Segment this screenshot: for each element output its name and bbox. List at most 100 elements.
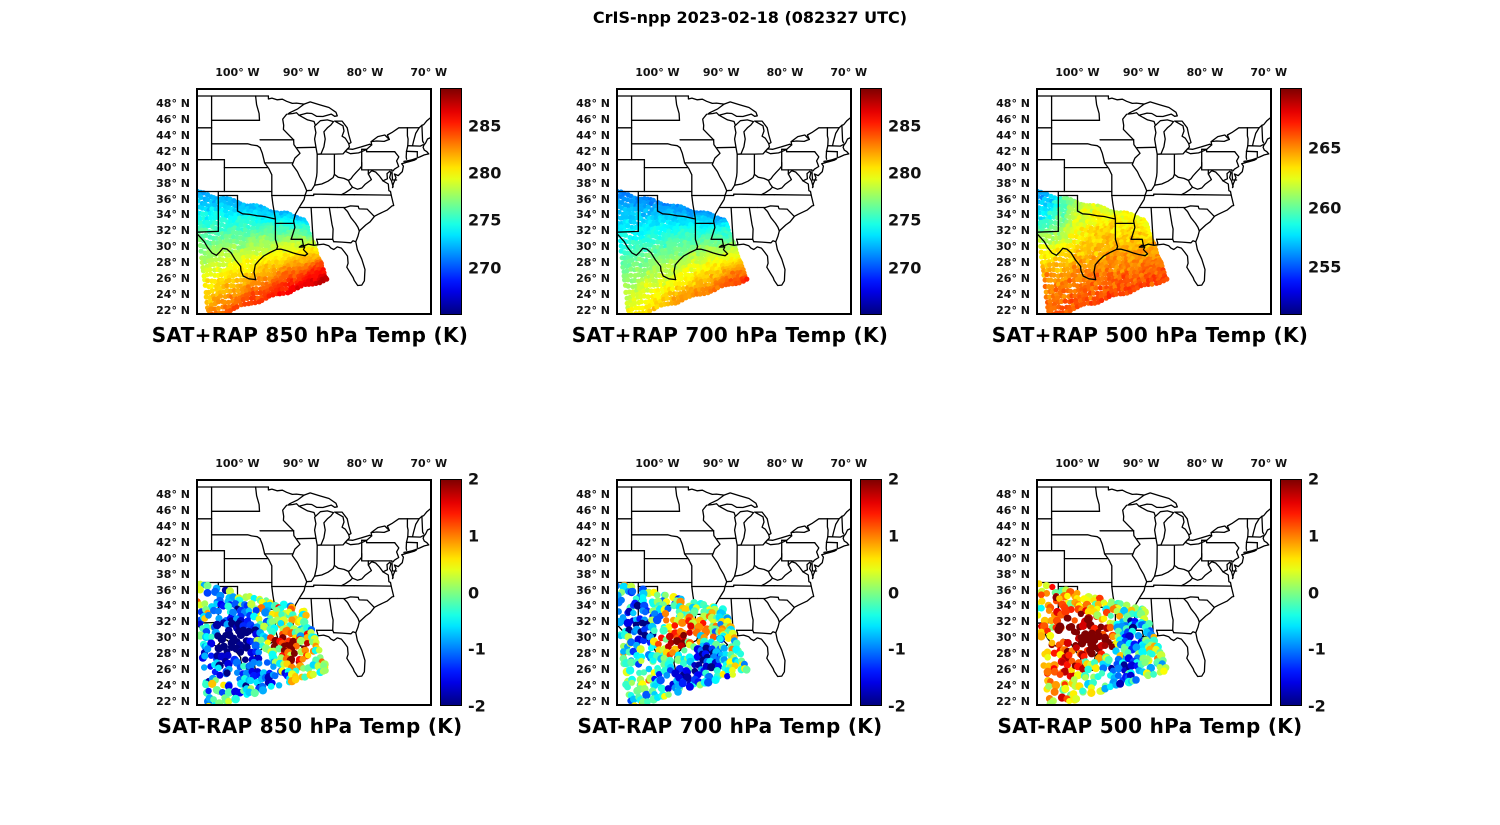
lat-tick-label: 46° N — [996, 503, 1030, 517]
colorbar-tick-label: 280 — [468, 163, 502, 183]
lat-tick-label: 38° N — [156, 567, 190, 581]
lon-tick-label: 80° W — [766, 66, 804, 79]
colorbar-tick-label: 2 — [468, 469, 480, 489]
lon-tick-label: 80° W — [346, 457, 384, 470]
colorbar-tick-label: 0 — [468, 583, 480, 602]
lon-tick-label: 90° W — [702, 457, 740, 470]
lon-tick-label: 90° W — [1122, 457, 1160, 470]
panel-title: SAT+RAP 700 hPa Temp (K) — [571, 323, 889, 347]
colorbar — [440, 479, 462, 706]
lat-tick-label: 36° N — [156, 192, 190, 206]
lat-tick-label: 48° N — [996, 96, 1030, 110]
panel-title: SAT-RAP 700 hPa Temp (K) — [577, 714, 883, 738]
lat-tick-label: 32° N — [576, 615, 610, 629]
lat-tick-label: 40° N — [156, 551, 190, 565]
colorbar-tick-label: 0 — [888, 583, 900, 602]
lon-tick-label: 100° W — [215, 457, 260, 470]
lat-tick-label: 22° N — [576, 304, 610, 317]
lon-tick-label: 80° W — [346, 66, 384, 79]
lon-tick-label: 70° W — [410, 66, 448, 79]
lat-tick-label: 46° N — [156, 503, 190, 517]
colorbar-tick-label: -2 — [468, 696, 486, 716]
lon-tick-label: 90° W — [1122, 66, 1160, 79]
map-sat_plus_rap_850 — [196, 88, 432, 315]
lat-tick-label: 30° N — [576, 240, 610, 254]
lon-tick-label: 70° W — [830, 457, 868, 470]
lat-tick-label: 44° N — [576, 519, 610, 533]
colorbar-tick-label: 255 — [1308, 257, 1342, 277]
lat-tick-label: 34° N — [156, 208, 190, 222]
lat-tick-label: 38° N — [576, 567, 610, 581]
state-boundaries — [1036, 95, 1272, 287]
lat-tick-label: 28° N — [996, 647, 1030, 661]
swath-dots — [616, 581, 751, 706]
lat-tick-label: 30° N — [156, 631, 190, 645]
lat-tick-label: 24° N — [996, 288, 1030, 302]
colorbar — [1280, 88, 1302, 315]
lat-tick-label: 30° N — [576, 631, 610, 645]
lat-tick-label: 26° N — [996, 272, 1030, 286]
swath-dots — [1036, 579, 1170, 706]
lat-tick-label: 36° N — [156, 583, 190, 597]
lat-tick-label: 28° N — [156, 647, 190, 661]
colorbar-tick-label: -1 — [888, 639, 906, 659]
lat-tick-label: 34° N — [576, 599, 610, 613]
map-frame — [1036, 88, 1272, 315]
lat-tick-label: 30° N — [156, 240, 190, 254]
panel-sat_minus_rap_850: 100° W 90° W 80° W 70° W 48° N 46° N 44° N 42° … — [130, 446, 550, 791]
lon-tick-label: 90° W — [282, 66, 320, 79]
colorbar-tick-label: 1 — [888, 526, 900, 546]
colorbar-tick-label: 270 — [468, 258, 502, 278]
lat-tick-label: 26° N — [996, 663, 1030, 677]
colorbar-tick-label: 1 — [468, 526, 480, 546]
lat-tick-label: 42° N — [156, 144, 190, 158]
lat-tick-label: 44° N — [156, 519, 190, 533]
lat-tick-label: 26° N — [156, 272, 190, 286]
map-sat_minus_rap_850 — [196, 479, 432, 706]
lon-tick-label: 100° W — [1055, 457, 1100, 470]
lat-tick-label: 40° N — [576, 551, 610, 565]
lat-tick-label: 22° N — [576, 695, 610, 708]
panel-sat_plus_rap_850: 100° W 90° W 80° W 70° W 48° N 46° N 44° N 42° … — [130, 55, 550, 400]
lon-tick-label: 70° W — [1250, 457, 1288, 470]
lat-tick-label: 48° N — [996, 487, 1030, 501]
colorbar-tick-label: -1 — [468, 639, 486, 659]
colorbar-tick-label: 275 — [888, 210, 922, 230]
lat-tick-label: 46° N — [996, 112, 1030, 126]
lat-tick-label: 24° N — [156, 288, 190, 302]
lat-tick-label: 44° N — [996, 128, 1030, 142]
lat-tick-label: 44° N — [996, 519, 1030, 533]
colorbar-tick-label: 285 — [468, 116, 502, 136]
lat-tick-label: 32° N — [156, 224, 190, 238]
lat-tick-label: 30° N — [996, 631, 1030, 645]
lon-tick-label: 80° W — [1186, 457, 1224, 470]
lat-tick-label: 32° N — [156, 615, 190, 629]
map-sat_plus_rap_700 — [616, 88, 852, 315]
swath-dots — [616, 188, 750, 315]
colorbar-tick-label: 2 — [888, 469, 900, 489]
lat-tick-label: 48° N — [156, 96, 190, 110]
lon-tick-label: 100° W — [215, 66, 260, 79]
lat-tick-label: 48° N — [576, 96, 610, 110]
map-sat_minus_rap_500 — [1036, 479, 1272, 706]
lat-tick-label: 34° N — [996, 208, 1030, 222]
swath-dots — [196, 579, 329, 706]
colorbar-tick-label: 270 — [888, 258, 922, 278]
colorbar-tick-label: 275 — [468, 210, 502, 230]
panel-sat_minus_rap_700: 100° W 90° W 80° W 70° W 48° N 46° N 44° N 42° … — [550, 446, 970, 791]
lat-tick-label: 34° N — [156, 599, 190, 613]
colorbar-tick-label: 265 — [1308, 138, 1342, 158]
state-boundaries — [196, 95, 432, 287]
colorbar — [1280, 479, 1302, 706]
lat-tick-label: 48° N — [576, 487, 610, 501]
lon-tick-label: 70° W — [410, 457, 448, 470]
lat-tick-label: 24° N — [576, 679, 610, 693]
panel-sat_plus_rap_700: 100° W 90° W 80° W 70° W 48° N 46° N 44° N 42° … — [550, 55, 970, 400]
lat-tick-label: 42° N — [576, 144, 610, 158]
lat-tick-label: 36° N — [576, 583, 610, 597]
lat-tick-label: 34° N — [576, 208, 610, 222]
lat-tick-label: 32° N — [996, 615, 1030, 629]
lon-tick-label: 100° W — [1055, 66, 1100, 79]
colorbar-tick-label: -2 — [1308, 696, 1326, 716]
colorbar-tick-label: -2 — [888, 696, 906, 716]
